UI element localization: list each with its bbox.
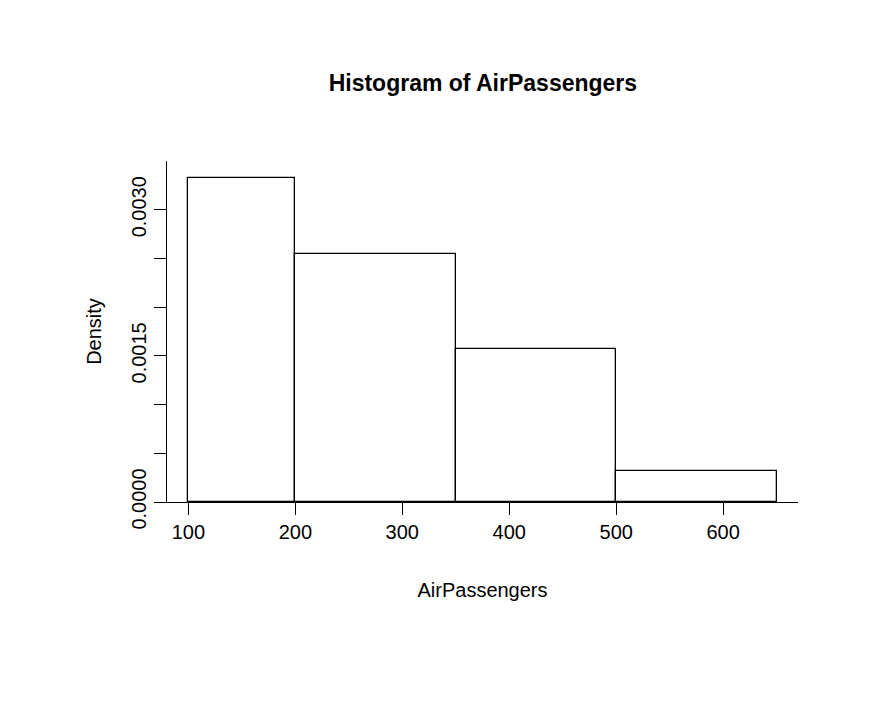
svg-text:300: 300 — [386, 521, 419, 543]
svg-text:600: 600 — [706, 521, 739, 543]
svg-text:500: 500 — [600, 521, 633, 543]
svg-text:AirPassengers: AirPassengers — [417, 579, 547, 601]
svg-text:Density: Density — [83, 298, 105, 365]
svg-text:Histogram of AirPassengers: Histogram of AirPassengers — [329, 70, 637, 96]
svg-text:0.0015: 0.0015 — [128, 322, 150, 383]
svg-text:0.0000: 0.0000 — [128, 468, 150, 529]
svg-text:400: 400 — [493, 521, 526, 543]
svg-text:0.0030: 0.0030 — [128, 176, 150, 237]
svg-text:100: 100 — [172, 521, 205, 543]
svg-text:200: 200 — [279, 521, 312, 543]
